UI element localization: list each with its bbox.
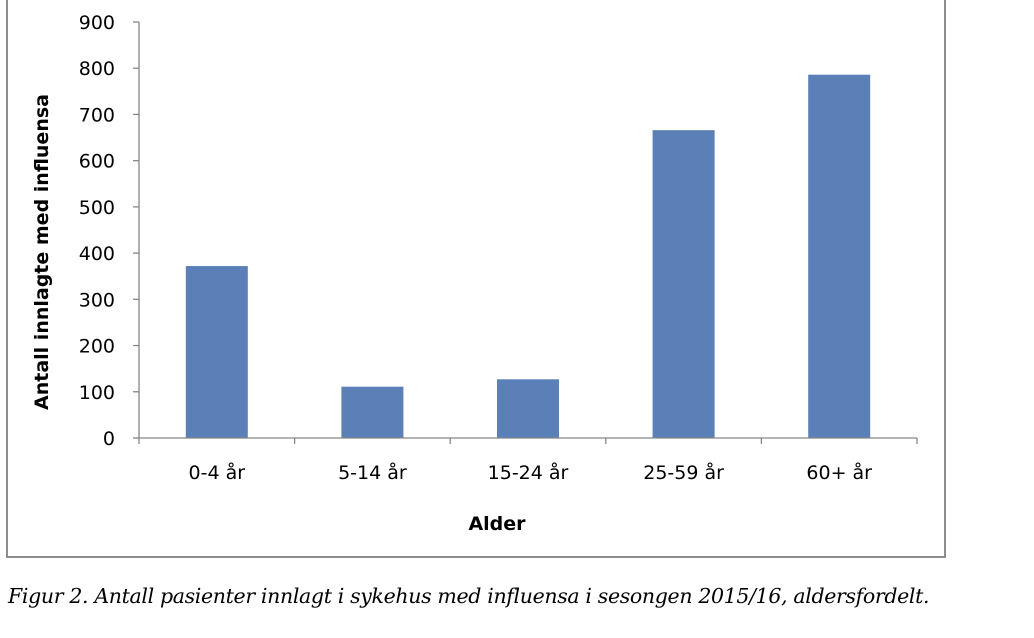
- x-ticks-layer: 0-4 år 5-14 år 15-24 år 25-59 år 60+ år: [138, 438, 918, 484]
- bars-layer: [185, 74, 871, 439]
- y-tick-label: 500: [79, 197, 115, 219]
- x-tick-label: 60+ år: [806, 461, 872, 484]
- x-tick-label: 25-59 år: [643, 461, 724, 484]
- x-axis-title: Alder: [468, 513, 526, 535]
- y-tick-label: 300: [79, 289, 115, 311]
- bar-5: [808, 74, 871, 439]
- y-tick-label: 800: [79, 58, 115, 80]
- y-tick-label: 600: [79, 151, 115, 173]
- y-tick-label: 200: [79, 336, 115, 358]
- bar-2: [341, 386, 404, 438]
- x-tick-label: 0-4 år: [189, 461, 246, 484]
- axes-layer: [138, 22, 917, 439]
- y-tick-label: 100: [79, 382, 115, 404]
- y-tick-label: 900: [79, 12, 115, 34]
- x-tick-label: 15-24 år: [488, 461, 569, 484]
- figure-caption: Figur 2. Antall pasienter innlagt i syke…: [8, 584, 930, 608]
- x-tick-label: 5-14 år: [338, 461, 407, 484]
- bar-3: [497, 379, 559, 438]
- bar-4: [652, 130, 715, 438]
- chart-frame: [6, 0, 946, 558]
- y-tick-label: 0: [103, 428, 115, 450]
- bar-chart: 0 100 200 300 400 500 600 700 800 900 0-4 år 5-14 …: [31, 12, 918, 535]
- bar-1: [185, 266, 248, 438]
- y-tick-label: 400: [79, 243, 115, 265]
- y-ticks-layer: 0 100 200 300 400 500 600 700 800 900: [79, 12, 139, 450]
- y-tick-label: 700: [79, 104, 115, 126]
- y-axis-title: Antall innlagte med influensa: [31, 94, 53, 410]
